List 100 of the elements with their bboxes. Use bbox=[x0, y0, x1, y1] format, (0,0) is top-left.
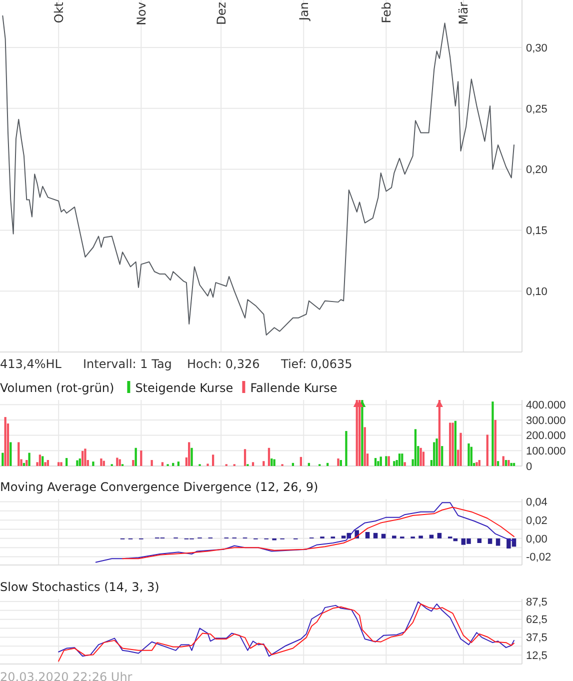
bar bbox=[337, 458, 340, 466]
chart-title: Moving Average Convergence Divergence (12, 26, 9) bbox=[0, 480, 318, 494]
bar bbox=[388, 456, 390, 466]
bar bbox=[38, 454, 42, 466]
bar bbox=[78, 458, 81, 466]
bar bbox=[188, 442, 190, 466]
bar bbox=[398, 454, 401, 466]
bar bbox=[28, 452, 30, 466]
bar bbox=[492, 402, 494, 466]
bar bbox=[116, 458, 118, 466]
y-tick-label: 0,10 bbox=[526, 286, 548, 298]
bar bbox=[468, 443, 470, 466]
bar bbox=[508, 460, 510, 466]
bar bbox=[414, 429, 417, 466]
y-tick-label: 62,5 bbox=[526, 614, 548, 626]
x-tick-label: Feb bbox=[379, 2, 394, 24]
y-tick-label: -0,02 bbox=[526, 552, 552, 564]
bar bbox=[308, 462, 310, 466]
chart-title: Slow Stochastics (14, 3, 3) bbox=[0, 580, 160, 594]
y-tick-label: 100.000 bbox=[526, 446, 566, 458]
bar bbox=[478, 460, 480, 466]
bar bbox=[44, 462, 46, 466]
bar bbox=[252, 462, 254, 466]
bar bbox=[177, 462, 180, 466]
x-tick-label: Jan bbox=[296, 2, 311, 22]
y-tick-label: 0,15 bbox=[526, 225, 548, 238]
bar bbox=[81, 450, 84, 466]
y-tick-label: 0,20 bbox=[526, 164, 548, 176]
bar bbox=[10, 442, 12, 466]
bar bbox=[172, 462, 174, 466]
line-series bbox=[95, 502, 515, 563]
bar bbox=[496, 538, 500, 546]
bar bbox=[381, 534, 386, 538]
bar bbox=[4, 417, 6, 466]
bar bbox=[404, 462, 406, 466]
text: Hoch: 0,326 bbox=[187, 357, 260, 371]
bar bbox=[118, 459, 121, 466]
y-tick-label: 0,02 bbox=[526, 514, 548, 527]
bar bbox=[2, 452, 4, 466]
bar bbox=[134, 448, 137, 466]
bar bbox=[102, 460, 105, 466]
legend-label: Steigende Kurse bbox=[135, 381, 234, 395]
bar bbox=[504, 460, 508, 466]
line-series bbox=[122, 506, 515, 560]
y-tick-label: 0,30 bbox=[526, 42, 548, 54]
y-tick-label: 37,5 bbox=[526, 632, 548, 644]
bar bbox=[300, 456, 302, 466]
bar bbox=[150, 460, 153, 466]
bar bbox=[18, 442, 20, 466]
bar bbox=[268, 448, 270, 466]
bar bbox=[76, 460, 78, 466]
x-tick-label: Dez bbox=[214, 2, 228, 25]
text: Intervall: 1 Tag bbox=[83, 357, 172, 371]
y-tick-label: 400.000 bbox=[526, 399, 566, 412]
bar bbox=[340, 460, 342, 466]
bar bbox=[270, 458, 273, 466]
y-tick-label: 12,5 bbox=[526, 650, 548, 662]
bar bbox=[486, 434, 488, 466]
bar bbox=[326, 462, 329, 466]
bar bbox=[132, 460, 134, 466]
chart-title: Volumen (rot-grün) bbox=[0, 381, 114, 395]
bar bbox=[365, 532, 370, 538]
y-tick-label: 0,00 bbox=[526, 533, 548, 546]
bar bbox=[441, 446, 444, 466]
bar bbox=[26, 460, 28, 466]
bar bbox=[262, 461, 265, 466]
bar bbox=[494, 420, 496, 466]
bar bbox=[58, 462, 60, 466]
bar bbox=[488, 538, 492, 544]
bar bbox=[437, 532, 442, 538]
bar bbox=[385, 456, 388, 466]
legend-label: Fallende Kurse bbox=[250, 381, 338, 395]
bar bbox=[401, 454, 404, 466]
bar bbox=[292, 462, 294, 466]
text: 413,4%HL bbox=[0, 357, 62, 371]
bar bbox=[392, 536, 396, 538]
bar bbox=[460, 432, 462, 466]
bar bbox=[452, 422, 454, 466]
x-tick-label: Mär bbox=[456, 2, 471, 25]
bar bbox=[470, 446, 472, 466]
bar bbox=[60, 462, 62, 466]
bar bbox=[42, 456, 44, 466]
text: 20.03.2020 22:26 Uhr bbox=[0, 670, 132, 681]
y-tick-label: 0,04 bbox=[526, 496, 548, 509]
bar bbox=[345, 431, 348, 466]
bar bbox=[393, 461, 396, 466]
bar bbox=[496, 461, 500, 466]
bar bbox=[373, 532, 378, 538]
bar bbox=[454, 420, 456, 466]
bar bbox=[190, 448, 193, 466]
bar bbox=[374, 458, 377, 466]
bar bbox=[420, 448, 422, 466]
x-tick-label: Okt bbox=[52, 2, 66, 24]
y-tick-label: 0,25 bbox=[526, 103, 548, 116]
bar bbox=[244, 449, 246, 466]
bar bbox=[512, 462, 516, 466]
bar bbox=[92, 462, 94, 466]
bar bbox=[84, 448, 86, 466]
bar bbox=[418, 536, 423, 538]
bar bbox=[100, 458, 102, 466]
